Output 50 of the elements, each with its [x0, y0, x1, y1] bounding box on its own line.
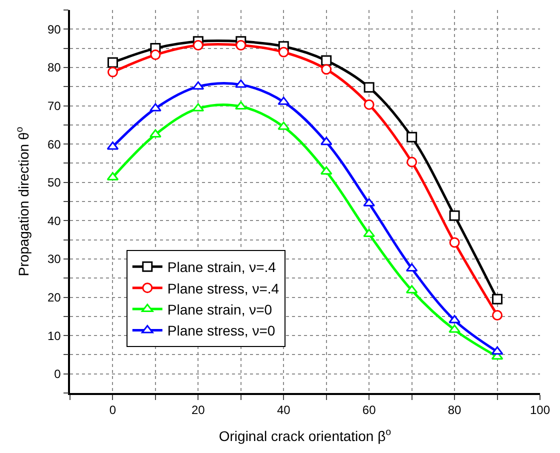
point [234, 101, 247, 110]
point [320, 136, 332, 146]
point [491, 346, 504, 355]
x-tick-label: 80 [448, 403, 462, 418]
point [107, 66, 118, 78]
legend-label: Plane stress, ν=.4 [167, 280, 280, 296]
point [321, 64, 332, 75]
y-tick-label: 60 [47, 137, 62, 152]
point [234, 79, 247, 88]
point [364, 82, 374, 93]
y-tick-label: 80 [47, 60, 62, 75]
point [492, 310, 503, 320]
y-tick-label: 10 [47, 328, 62, 343]
point [150, 50, 161, 60]
x-tick-label: 60 [362, 403, 376, 418]
x-tick-label: 0 [109, 403, 116, 418]
x-tick-label: 100 [530, 403, 550, 418]
y-tick-label: 40 [47, 214, 62, 228]
y-tick-label: 30 [47, 252, 62, 266]
point [406, 263, 418, 272]
legend-label: Plane strain, ν=0 [167, 302, 272, 318]
x-tick-label: 40 [276, 403, 291, 418]
point [192, 81, 204, 90]
point [278, 46, 289, 58]
y-tick-label: 20 [47, 290, 62, 304]
y-tick-label: 70 [47, 98, 62, 113]
point [492, 294, 503, 304]
legend-label: Plane strain, ν=.4 [167, 259, 276, 276]
y-tick-label: 0 [54, 367, 62, 382]
point [363, 228, 376, 238]
y-tick-label: 50 [47, 176, 62, 190]
point [150, 129, 162, 138]
point [106, 141, 119, 150]
point [320, 166, 332, 175]
point [406, 132, 418, 142]
point [448, 314, 460, 324]
y-tick-label: 90 [47, 22, 62, 36]
point [150, 103, 162, 112]
x-axis-title: Original crack orientation β$^{o}$ [218, 427, 392, 444]
point [236, 40, 246, 50]
point [448, 324, 460, 333]
point [449, 210, 460, 221]
point [107, 57, 118, 68]
point [192, 40, 204, 50]
legend-label: Plane stress, ν=0 [167, 322, 276, 339]
point [364, 99, 374, 110]
point [406, 156, 418, 168]
x-tick-label: 20 [192, 403, 206, 418]
point [321, 55, 332, 66]
point [449, 237, 460, 248]
